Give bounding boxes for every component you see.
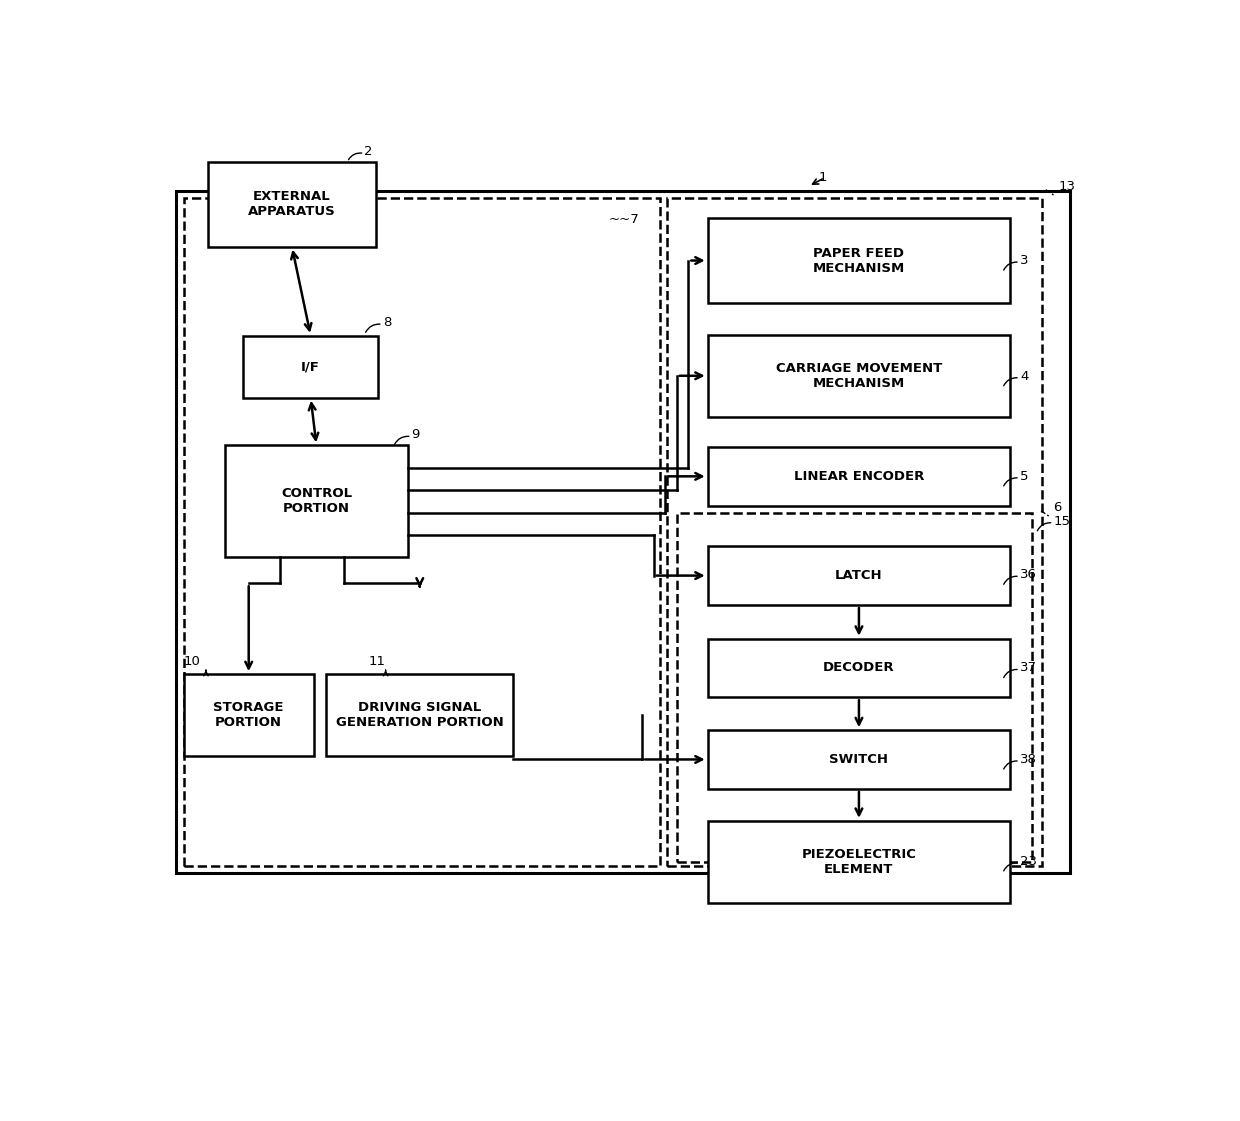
- Text: DECODER: DECODER: [823, 661, 895, 675]
- Text: 38: 38: [1019, 753, 1037, 766]
- FancyBboxPatch shape: [708, 639, 1011, 697]
- Text: 4: 4: [1019, 370, 1028, 382]
- Text: 13: 13: [1058, 179, 1075, 193]
- Text: 36: 36: [1019, 568, 1037, 581]
- Text: STORAGE
PORTION: STORAGE PORTION: [213, 701, 284, 729]
- FancyBboxPatch shape: [184, 674, 314, 756]
- FancyBboxPatch shape: [326, 674, 513, 756]
- Text: CONTROL
PORTION: CONTROL PORTION: [281, 488, 352, 516]
- FancyBboxPatch shape: [708, 447, 1011, 506]
- Text: PIEZOELECTRIC
ELEMENT: PIEZOELECTRIC ELEMENT: [801, 847, 916, 876]
- Text: 11: 11: [368, 655, 386, 667]
- Text: EXTERNAL
APPARATUS: EXTERNAL APPARATUS: [248, 191, 336, 219]
- Text: 15: 15: [1054, 515, 1070, 528]
- Text: DRIVING SIGNAL
GENERATION PORTION: DRIVING SIGNAL GENERATION PORTION: [336, 701, 503, 729]
- Text: CARRIAGE MOVEMENT
MECHANISM: CARRIAGE MOVEMENT MECHANISM: [776, 362, 942, 390]
- Text: 10: 10: [184, 655, 201, 667]
- Text: 1: 1: [818, 172, 827, 184]
- Text: 2: 2: [365, 146, 373, 158]
- Text: 8: 8: [383, 316, 391, 330]
- Text: 37: 37: [1019, 661, 1037, 675]
- FancyBboxPatch shape: [708, 730, 1011, 789]
- Text: 9: 9: [412, 428, 420, 442]
- FancyBboxPatch shape: [226, 445, 408, 557]
- Text: LATCH: LATCH: [835, 569, 883, 582]
- FancyBboxPatch shape: [708, 546, 1011, 605]
- FancyBboxPatch shape: [708, 821, 1011, 902]
- FancyBboxPatch shape: [708, 335, 1011, 417]
- Text: 3: 3: [1019, 254, 1028, 267]
- Text: ~~7: ~~7: [609, 213, 640, 225]
- FancyBboxPatch shape: [708, 219, 1011, 303]
- Text: PAPER FEED
MECHANISM: PAPER FEED MECHANISM: [812, 247, 905, 275]
- Text: SWITCH: SWITCH: [830, 753, 888, 766]
- Text: LINEAR ENCODER: LINEAR ENCODER: [794, 470, 924, 483]
- FancyBboxPatch shape: [243, 335, 378, 398]
- FancyBboxPatch shape: [208, 163, 376, 247]
- Text: I/F: I/F: [301, 360, 320, 373]
- Text: 6: 6: [1054, 501, 1061, 513]
- Text: 23: 23: [1019, 855, 1037, 868]
- Text: 5: 5: [1019, 470, 1028, 483]
